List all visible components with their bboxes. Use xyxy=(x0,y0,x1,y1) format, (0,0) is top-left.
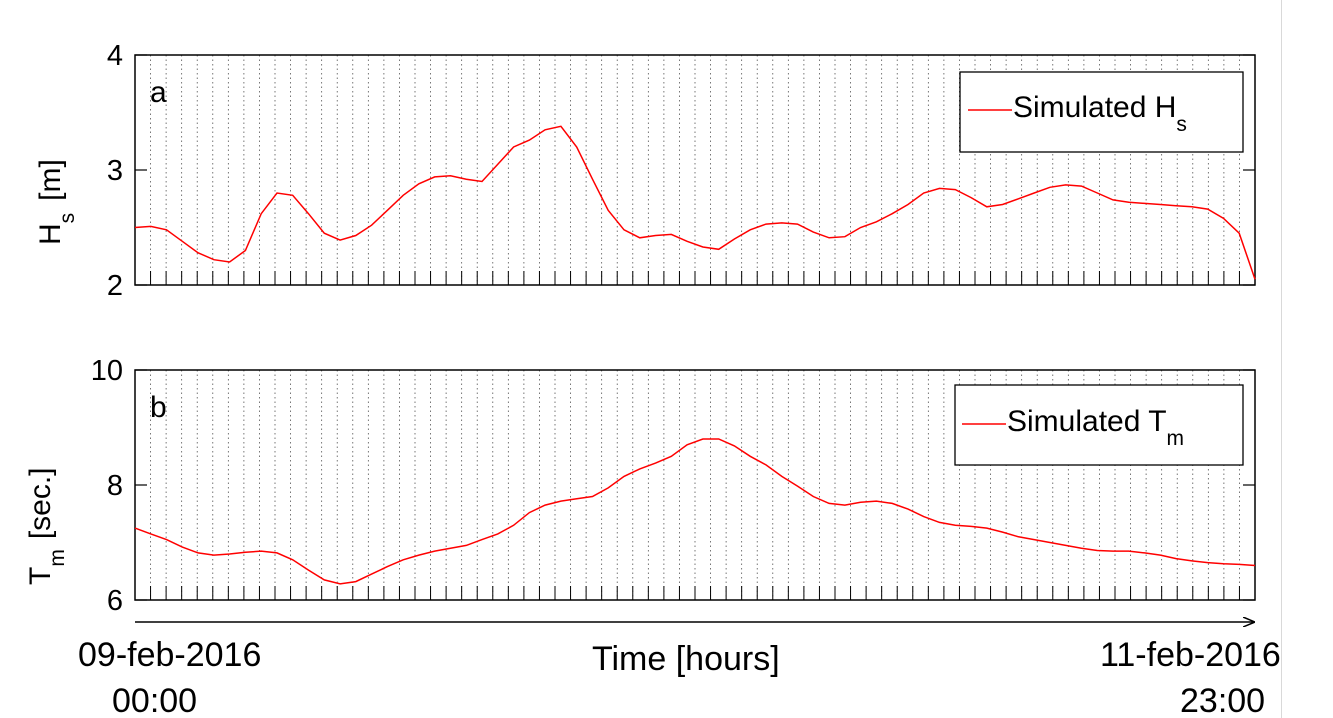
panel-a-y-tick-label: 3 xyxy=(107,155,123,187)
panel-b-legend-box xyxy=(954,384,1244,466)
panel-a-series-line-simulated-hs xyxy=(134,125,1256,280)
panel-b-y-tick-label: 6 xyxy=(107,585,123,617)
panel-b-legend-label: Simulated Tm xyxy=(1007,405,1184,450)
panel-a-legend-box xyxy=(959,71,1244,153)
panel-letter-a: a xyxy=(150,76,167,109)
panel-b-y-tick-label: 10 xyxy=(91,355,123,387)
end-date-label: 11-feb-2016 xyxy=(1100,636,1281,674)
panel-b-x-ticks xyxy=(134,586,1256,600)
panel-letter-b: b xyxy=(150,391,167,424)
panel-a-hs: 2 3 4 a Hs[m] Simulated Hs xyxy=(34,40,1256,302)
panel-a-y-tick-labels: 2 3 4 xyxy=(107,40,1255,302)
panel-b-legend: Simulated Tm xyxy=(954,384,1244,466)
panel-a-y-tick-label: 4 xyxy=(107,40,123,72)
panel-b-y-axis-label: Tm[sec.] xyxy=(24,467,69,585)
panel-a-y-tick-label: 2 xyxy=(107,270,123,302)
time-axis-label: Time [hours] xyxy=(592,640,780,678)
panel-a-x-ticks xyxy=(134,271,1256,285)
start-time-label: 00:00 xyxy=(112,682,197,718)
panel-a-legend-label: Simulated Hs xyxy=(1013,91,1187,136)
panel-b-y-tick-label: 8 xyxy=(107,470,123,502)
panel-a-legend: Simulated Hs xyxy=(959,71,1244,153)
panel-b-tm: 6 8 10 b Tm[sec.] Simulated Tm xyxy=(24,355,1256,617)
panel-a-y-axis-label: Hs[m] xyxy=(34,159,79,245)
panel-b-y-tick-labels: 6 8 10 xyxy=(91,355,1255,617)
right-border-line xyxy=(1281,0,1282,718)
start-date-label: 09-feb-2016 xyxy=(78,636,261,674)
end-time-label: 23:00 xyxy=(1180,682,1265,718)
panel-b-series-line-simulated-tm xyxy=(134,438,1256,585)
